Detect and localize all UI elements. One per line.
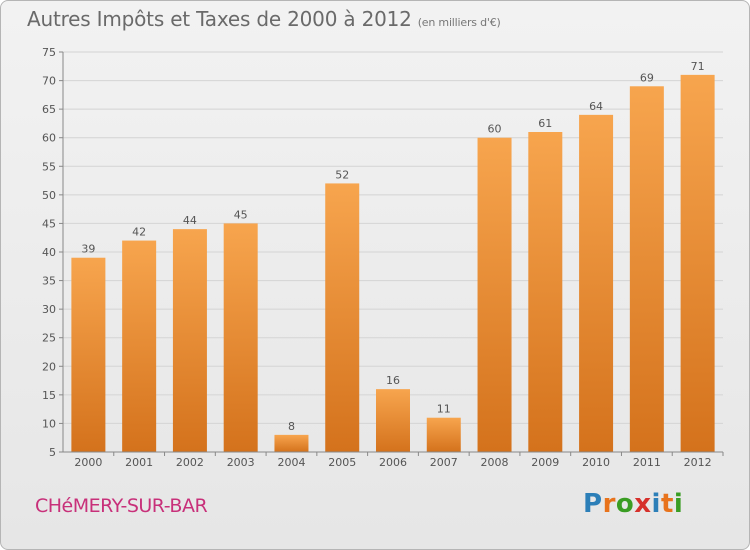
- data-label: 39: [81, 243, 95, 256]
- logo-letter: i: [651, 489, 661, 519]
- data-label: 71: [691, 60, 705, 73]
- bar: [71, 257, 106, 452]
- x-tick-label: 2010: [582, 456, 610, 469]
- bar: [376, 389, 410, 452]
- logo-letter: t: [660, 489, 674, 519]
- x-tick-label: 2007: [430, 456, 458, 469]
- y-tick-label: 75: [42, 46, 56, 59]
- data-label: 16: [386, 374, 400, 387]
- chart-title: Autres Impôts et Taxes de 2000 à 2012 (en…: [27, 7, 501, 31]
- bar: [426, 417, 461, 452]
- x-tick-label: 2003: [227, 456, 255, 469]
- logo-letter: x: [634, 489, 652, 519]
- data-label: 45: [234, 208, 248, 221]
- x-tick-label: 2002: [176, 456, 204, 469]
- bars: [71, 74, 715, 453]
- logo-letter: o: [615, 489, 635, 519]
- bar: [629, 86, 664, 453]
- x-tick-label: 2004: [277, 456, 305, 469]
- x-tick-label: 2011: [633, 456, 661, 469]
- y-tick-label: 70: [42, 75, 56, 88]
- data-label: 52: [335, 168, 349, 181]
- chart-unit: (en milliers d'€): [417, 16, 501, 29]
- y-tick-label: 15: [42, 389, 56, 402]
- logo-letter: P: [583, 489, 603, 519]
- y-tick-label: 65: [42, 103, 56, 116]
- y-tick-label: 40: [42, 246, 56, 259]
- x-tick-label: 2012: [684, 456, 712, 469]
- y-tick-label: 25: [42, 332, 56, 345]
- proxiti-logo: Proxiti: [583, 489, 683, 519]
- city-name: CHéMERY-SUR-BAR: [35, 495, 208, 517]
- y-tick-label: 10: [42, 417, 56, 430]
- bar: [528, 132, 563, 452]
- labels: 39 42 44 45 8 52 16 11 60 61 64 69 71: [81, 60, 704, 433]
- data-label: 42: [132, 226, 146, 239]
- logo-letter: r: [602, 489, 616, 519]
- bar: [579, 114, 614, 452]
- y-tick-label: 20: [42, 360, 56, 373]
- x-tick-label: 2005: [328, 456, 356, 469]
- chart-title-text: Autres Impôts et Taxes de 2000 à 2012: [27, 7, 412, 31]
- bar: [274, 434, 309, 452]
- data-label: 61: [538, 117, 552, 130]
- data-label: 60: [488, 123, 502, 136]
- y-tick-label: 35: [42, 275, 56, 288]
- x-tick-label: 2008: [481, 456, 509, 469]
- bar: [680, 74, 715, 452]
- bar: [122, 240, 157, 452]
- data-label: 8: [288, 420, 295, 433]
- x-tick-label: 2006: [379, 456, 407, 469]
- data-label: 69: [640, 71, 654, 84]
- bar: [325, 183, 360, 452]
- y-tick-label: 60: [42, 132, 56, 145]
- data-label: 44: [183, 214, 197, 227]
- y-tick-label: 5: [49, 446, 56, 459]
- x-tick-label: 2009: [531, 456, 559, 469]
- y-tick-label: 30: [42, 303, 56, 316]
- y-tick-label: 45: [42, 217, 56, 230]
- bar: [223, 223, 258, 452]
- y-tick-label: 50: [42, 189, 56, 202]
- y-tick-label: 55: [42, 160, 56, 173]
- data-label: 64: [589, 100, 603, 113]
- data-label: 11: [437, 403, 451, 416]
- bar: [477, 137, 512, 452]
- bar: [172, 229, 207, 452]
- x-tick-label: 2000: [74, 456, 102, 469]
- logo-letter: i: [673, 489, 684, 519]
- axes: 5 10 15 20 25 30 35 40 45 50 55 60 65 70 75 2000 2001 200…: [42, 46, 724, 469]
- x-tick-label: 2001: [125, 456, 153, 469]
